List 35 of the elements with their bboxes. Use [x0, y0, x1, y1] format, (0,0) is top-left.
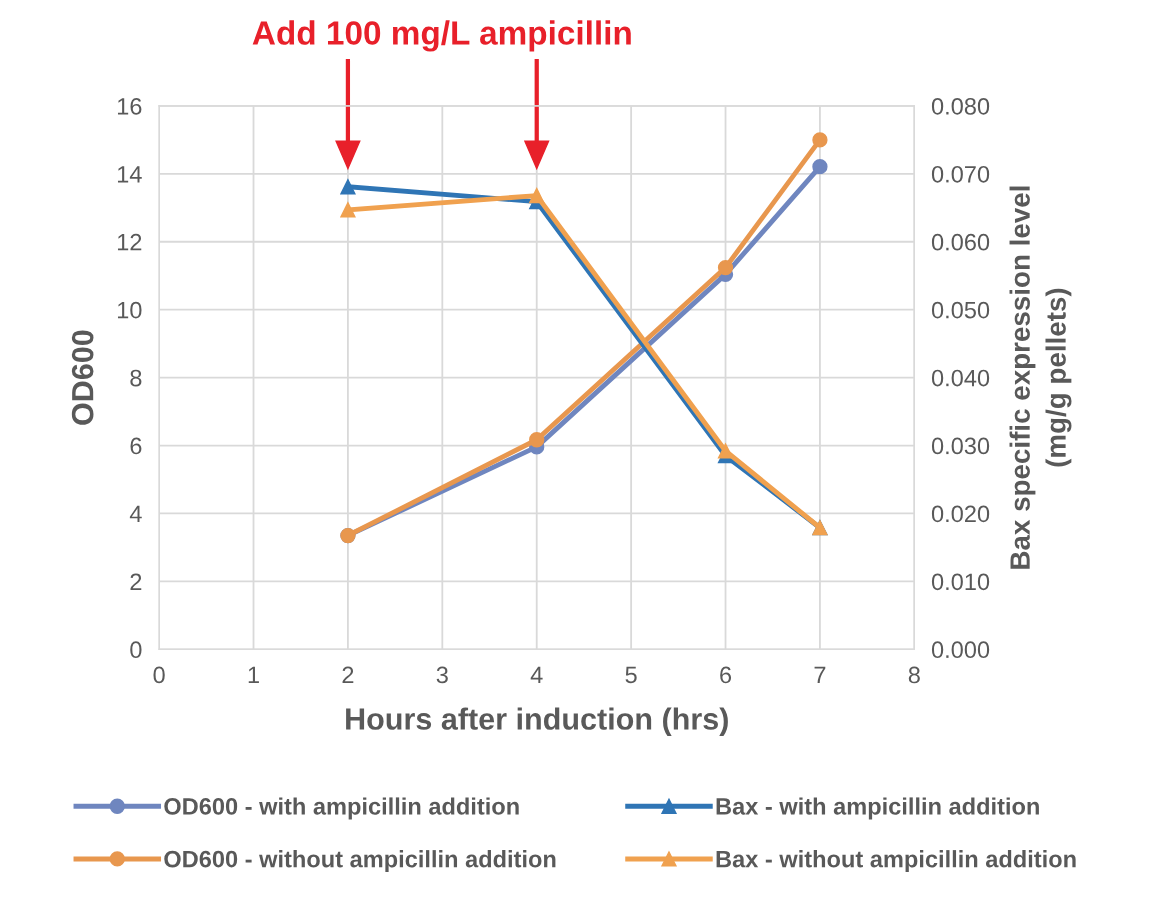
legend-label: Bax - with ampicillin addition: [716, 797, 1039, 820]
x-tick-label: 5: [625, 666, 637, 684]
y2-tick-label: 0.010: [931, 573, 990, 591]
x-tick-label: 3: [436, 666, 448, 684]
x-tick-label: 4: [530, 666, 543, 684]
y-tick-label: 0: [130, 641, 142, 659]
y2-tick-label: 0.070: [931, 165, 990, 183]
y2-tick-label: 0.000: [931, 641, 990, 659]
y2-tick-label: 0.030: [931, 437, 990, 455]
x-axis-title: Hours after induction (hrs): [346, 707, 728, 736]
y-tick-label: 4: [129, 505, 142, 523]
y2-tick-label: 0.060: [931, 233, 990, 251]
y-tick-label: 2: [130, 573, 142, 590]
y2-tick-label: 0.050: [931, 301, 990, 319]
y-tick-label: 10: [117, 301, 142, 319]
x-tick-label: 0: [153, 666, 165, 684]
x-tick-label: 8: [908, 666, 920, 684]
y-tick-label: 16: [117, 97, 142, 115]
y-tick-label: 6: [130, 437, 142, 455]
legend-label: OD600 - with ampicillin addition: [164, 797, 519, 820]
x-tick-label: 1: [248, 666, 259, 684]
y-tick-label: 8: [130, 369, 142, 387]
y2-tick-label: 0.020: [931, 505, 990, 523]
y-tick-label: 14: [117, 166, 142, 183]
legend-label: OD600 - without ampicillin addition: [164, 850, 556, 873]
x-tick-label: 7: [814, 666, 826, 684]
y-axis-title: OD600: [71, 330, 94, 425]
y2-tick-label: 0.080: [931, 97, 990, 115]
y2-tick-label: 0.040: [931, 369, 990, 387]
y-tick-label: 12: [117, 233, 142, 251]
y2-axis-title: Bax specific expression level (mg/g pellets): [1009, 186, 1072, 569]
x-tick-label: 2: [342, 666, 354, 684]
x-tick-label: 6: [720, 666, 732, 684]
text: Add 100 mg/L ampicillin: [252, 20, 631, 52]
legend-label: Bax - without ampicillin addition: [716, 850, 1076, 873]
